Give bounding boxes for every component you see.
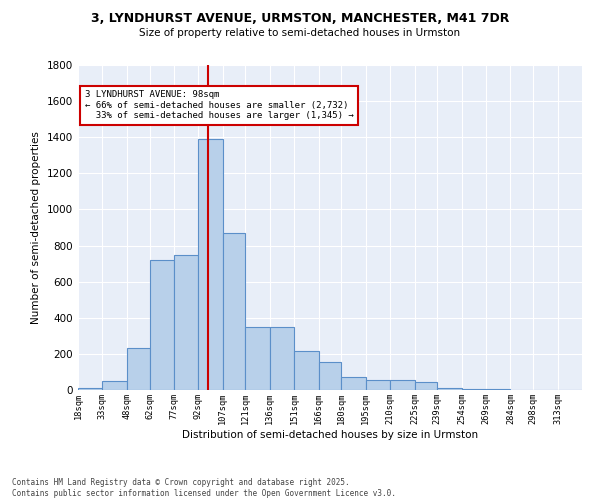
Bar [245,327,270,390]
Bar [103,381,127,390]
Bar [78,388,103,390]
Bar [294,351,319,390]
Bar [223,233,245,390]
Bar [199,139,223,390]
Text: 3 LYNDHURST AVENUE: 98sqm
← 66% of semi-detached houses are smaller (2,732)
  33: 3 LYNDHURST AVENUE: 98sqm ← 66% of semi-… [85,90,353,120]
Bar [390,380,415,390]
Bar [270,327,294,390]
Bar [461,389,486,390]
Bar [415,382,437,390]
Bar [366,380,390,390]
Text: Contains HM Land Registry data © Crown copyright and database right 2025.
Contai: Contains HM Land Registry data © Crown c… [12,478,396,498]
Bar [127,348,149,390]
Text: 3, LYNDHURST AVENUE, URMSTON, MANCHESTER, M41 7DR: 3, LYNDHURST AVENUE, URMSTON, MANCHESTER… [91,12,509,26]
Text: Size of property relative to semi-detached houses in Urmston: Size of property relative to semi-detach… [139,28,461,38]
Bar [341,378,366,390]
Y-axis label: Number of semi-detached properties: Number of semi-detached properties [31,131,41,324]
Bar [174,254,199,390]
Bar [149,260,174,390]
X-axis label: Distribution of semi-detached houses by size in Urmston: Distribution of semi-detached houses by … [182,430,478,440]
Bar [437,388,461,390]
Bar [319,362,341,390]
